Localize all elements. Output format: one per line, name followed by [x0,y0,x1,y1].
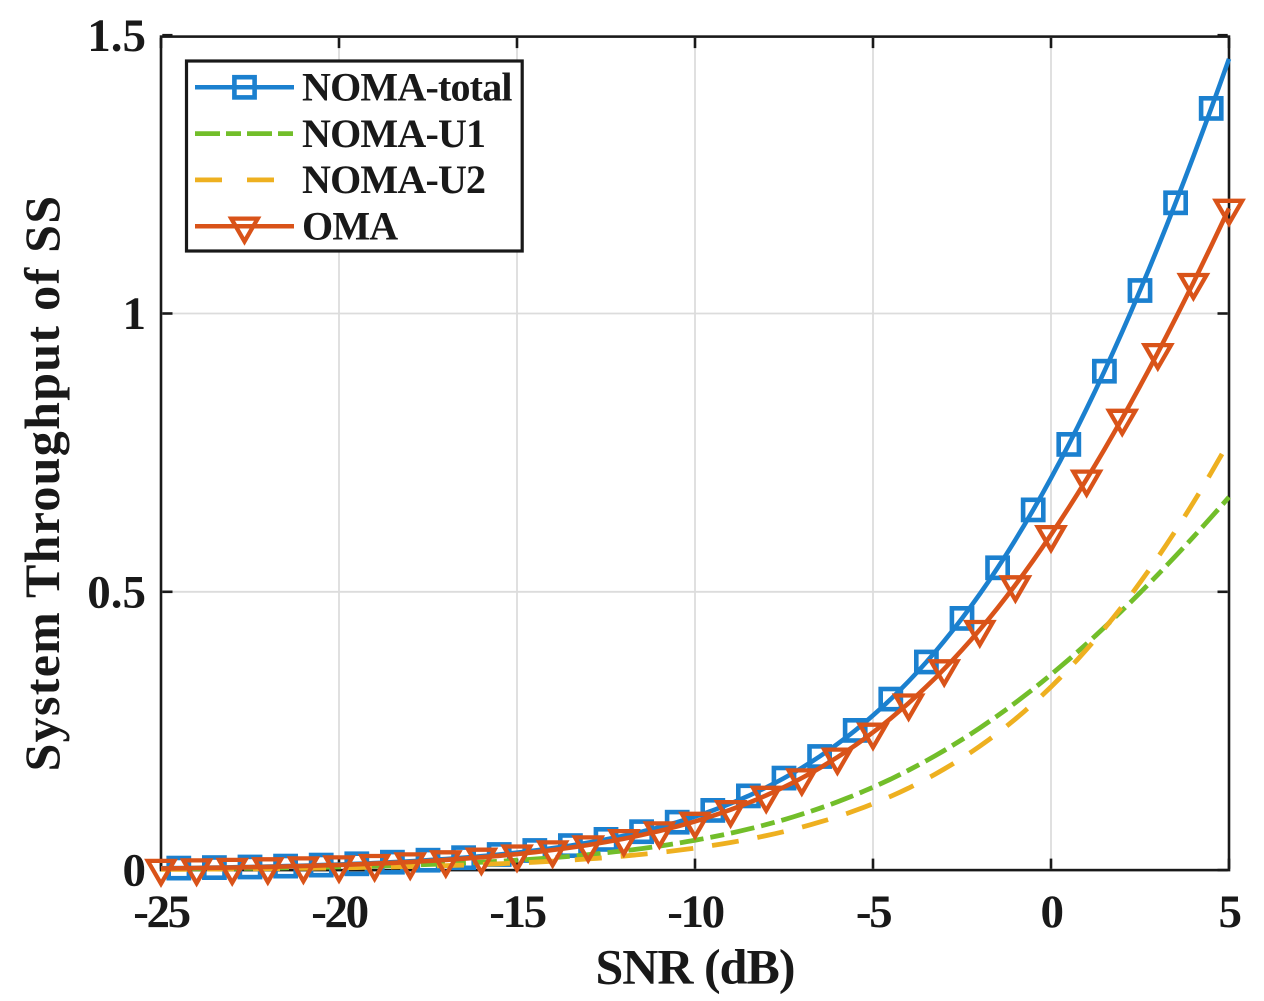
svg-text:OMA: OMA [302,204,398,249]
svg-text:0: 0 [123,845,147,897]
svg-text:1.5: 1.5 [87,10,146,62]
svg-text:0.5: 0.5 [87,566,146,618]
svg-text:SNR (dB): SNR (dB) [596,939,795,995]
svg-text:NOMA-total: NOMA-total [302,65,512,110]
svg-text:0: 0 [1040,886,1062,938]
svg-text:System Throughput of SS: System Throughput of SS [14,195,70,772]
svg-text:1: 1 [123,288,147,340]
svg-text:NOMA-U2: NOMA-U2 [302,157,485,202]
svg-text:-5: -5 [856,886,891,938]
svg-text:-15: -15 [489,886,545,938]
svg-text:-10: -10 [667,886,723,938]
svg-text:NOMA-U1: NOMA-U1 [302,111,485,156]
svg-text:-20: -20 [311,886,367,938]
svg-text:-25: -25 [133,886,189,938]
svg-text:5: 5 [1218,886,1240,938]
